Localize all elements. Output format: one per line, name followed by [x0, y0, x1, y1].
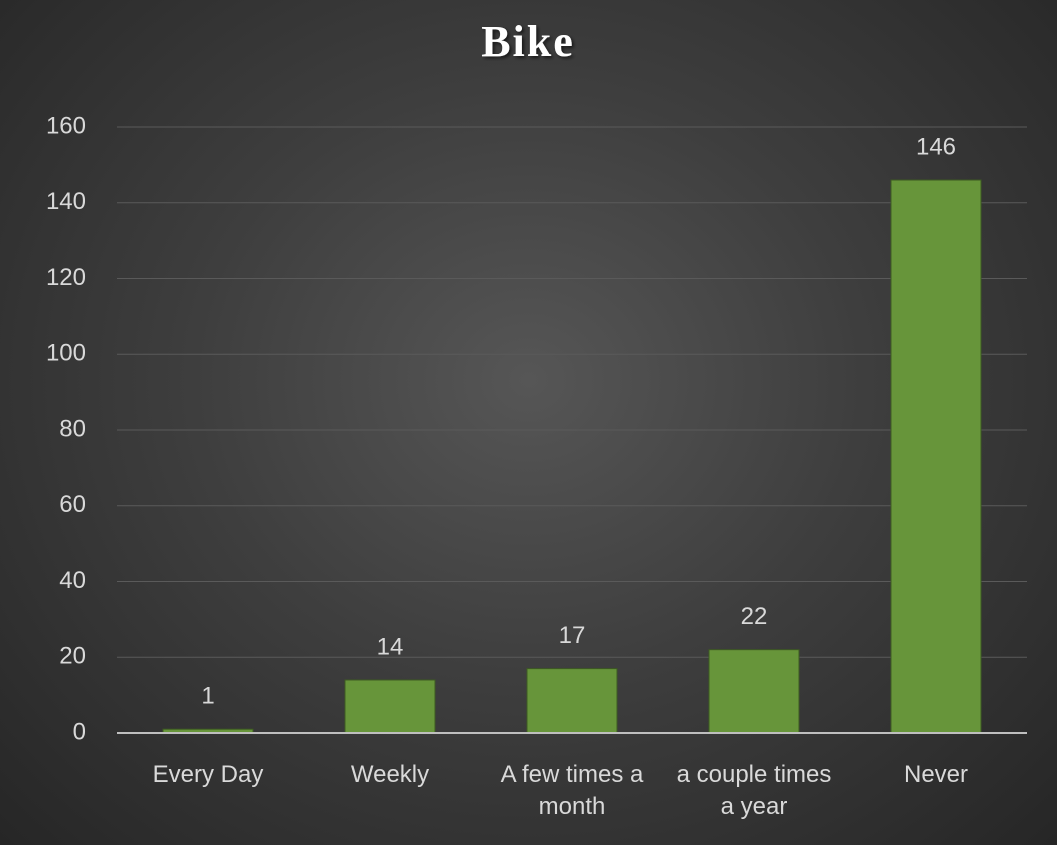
data-label: 1: [201, 683, 214, 710]
x-tick-label: A few times a month: [500, 761, 644, 820]
y-tick-label: 120: [46, 264, 86, 291]
x-tick-label: Never: [903, 761, 969, 788]
y-tick-label: 160: [46, 112, 86, 139]
x-tick-label: a couple times a year: [676, 761, 832, 820]
y-tick-label: 0: [73, 718, 86, 745]
y-tick-label: 20: [59, 643, 86, 670]
bar: [890, 179, 982, 734]
y-tick-label: 60: [59, 491, 86, 518]
bar: [344, 679, 436, 734]
y-tick-label: 40: [59, 567, 86, 594]
data-label: 22: [741, 603, 768, 630]
bar: [708, 649, 800, 734]
y-tick-label: 100: [46, 340, 86, 367]
data-label: 14: [377, 633, 404, 660]
data-label: 146: [916, 133, 956, 160]
y-tick-label: 80: [59, 415, 86, 442]
bar: [526, 668, 618, 734]
x-tick-label: Every Day: [152, 761, 264, 788]
x-tick-label: Weekly: [350, 761, 430, 788]
y-tick-label: 140: [46, 188, 86, 215]
chart-title: Bike: [481, 17, 575, 66]
data-label: 17: [559, 622, 586, 649]
